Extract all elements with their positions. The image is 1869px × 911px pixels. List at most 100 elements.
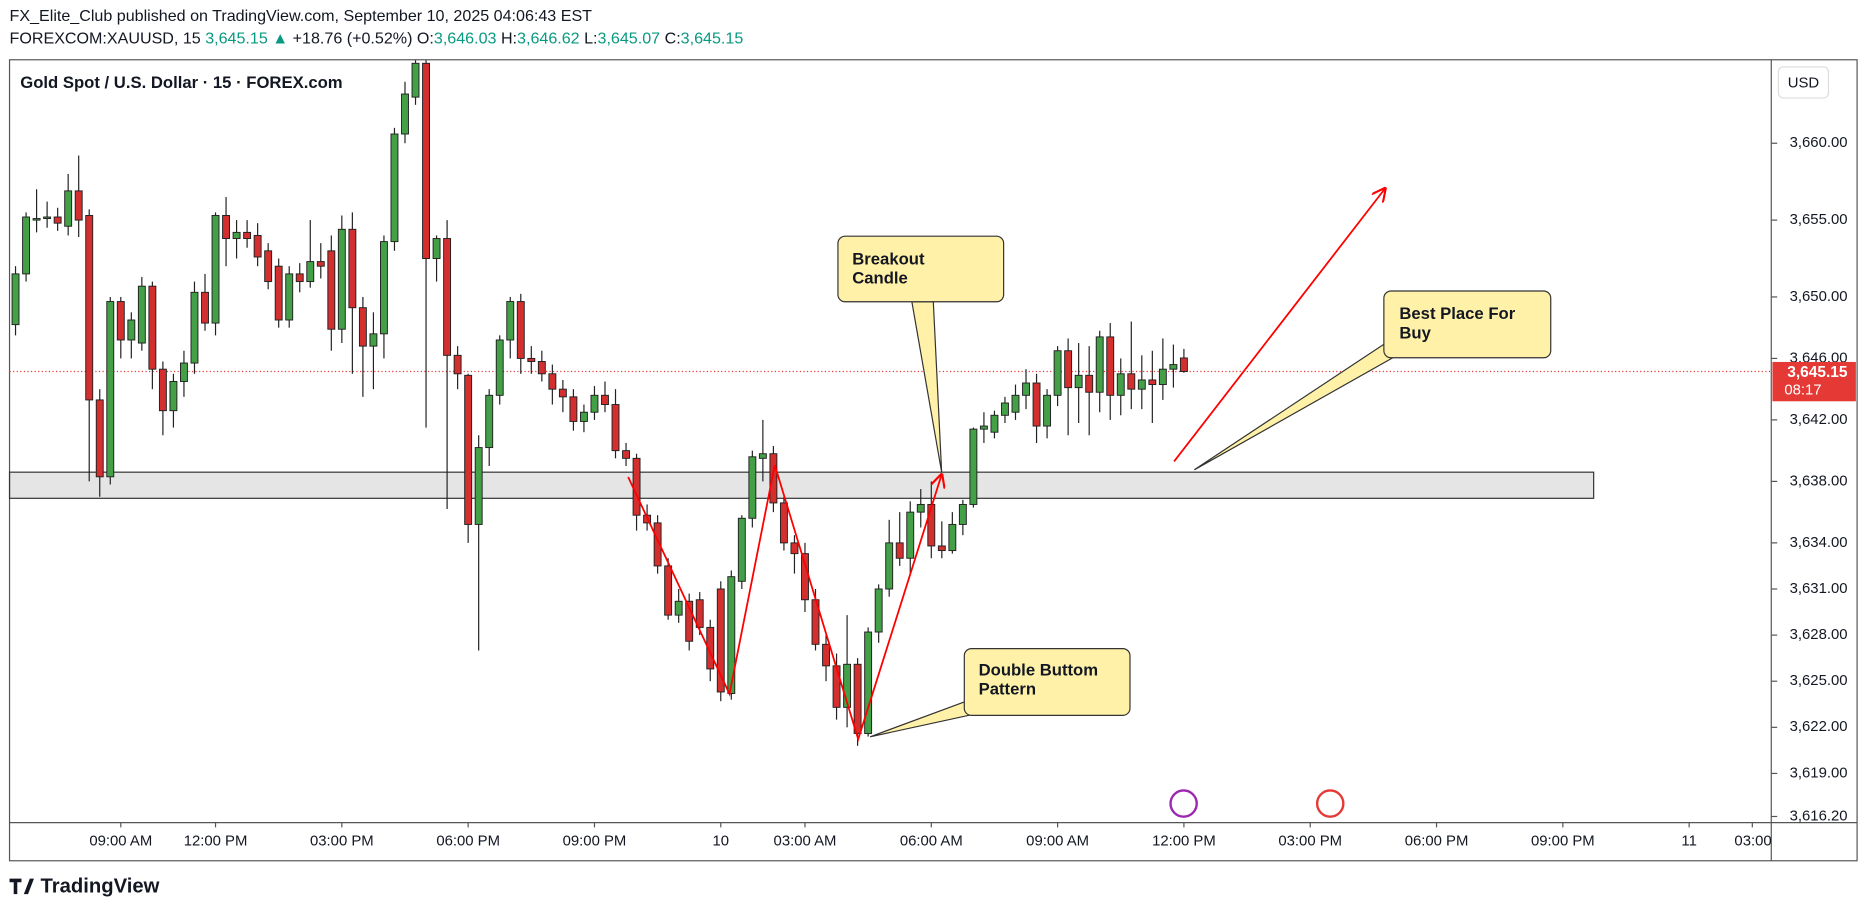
brand: TradingView [41, 875, 160, 897]
drawings: Breakout Candle Best Place For Buy Doubl… [627, 189, 1552, 818]
candle-body [316, 261, 325, 267]
candle-body [306, 261, 315, 283]
candle-body [727, 576, 736, 694]
candle-body [527, 357, 536, 362]
candle-body [895, 542, 904, 559]
plot: 3,660.003,655.003,650.003,646.003,642.00… [8, 60, 1848, 850]
candle-body [748, 456, 757, 519]
candle-body [1137, 379, 1146, 390]
candle-body [1043, 394, 1052, 427]
y-tick-label: 3,655.00 [1790, 212, 1848, 228]
candle-body [453, 354, 462, 375]
x-tick-label: 12:00 PM [184, 834, 248, 850]
event-icon[interactable] [1169, 789, 1198, 818]
candle-body [1148, 379, 1157, 386]
info: 3,646.62 [517, 30, 580, 48]
candle-body [737, 517, 746, 582]
candle-body [179, 362, 188, 382]
candle-body [443, 238, 452, 356]
candle-body [653, 522, 662, 567]
x-tick-label: 09:00 AM [89, 834, 152, 850]
price-tag [1772, 361, 1856, 402]
info: 3,646.03 [434, 30, 497, 48]
candle-body [790, 542, 799, 555]
candle-body [169, 381, 178, 412]
candle-body [569, 396, 578, 422]
candle-body [85, 214, 94, 401]
candle-body [664, 565, 673, 616]
candle-body [579, 411, 588, 422]
candle-body [801, 553, 809, 601]
y-tick-label: 3,616.20 [1790, 808, 1848, 824]
candle-body [137, 285, 146, 344]
candle-body [1116, 373, 1125, 396]
candle-body [558, 388, 567, 398]
candle-body [853, 663, 862, 734]
logo: TradingView [9, 875, 160, 897]
candle-body [969, 428, 978, 505]
x-tick-label: 06:00 AM [900, 834, 963, 850]
symbol-info: FOREXCOM:XAUUSD, 15 3,645.15 ▲ +18.76 (+… [10, 30, 744, 48]
x-tick-label: 03:00 AM [774, 834, 837, 850]
x-tick-label: 06:00 PM [1405, 834, 1469, 850]
candle-body [537, 361, 546, 375]
x-tick-label: 06:00 PM [436, 834, 500, 850]
candle-body [285, 273, 294, 321]
candle-body [432, 238, 441, 259]
candle-body [769, 453, 778, 504]
candle-body [495, 339, 504, 396]
candle-body [243, 231, 252, 240]
candle-body [832, 665, 841, 708]
candle-body [885, 542, 894, 590]
candle-body [843, 663, 852, 708]
callout [1383, 290, 1552, 359]
currency: USD [1788, 76, 1820, 92]
frame [8, 59, 1858, 862]
candle-body [474, 447, 483, 525]
annotation: Buy [1399, 323, 1431, 342]
candle-body [1095, 336, 1104, 393]
candle-body [327, 250, 336, 330]
candle-body [32, 218, 41, 221]
candle-body [1127, 373, 1136, 390]
candle-body [222, 214, 231, 240]
support-zone [8, 471, 1595, 499]
candle-body [401, 93, 409, 135]
y-tick-label: 3,622.00 [1790, 719, 1848, 735]
candle-body [979, 425, 988, 430]
y-tick-label: 3,642.00 [1790, 412, 1848, 428]
candle-body [622, 450, 630, 459]
event-icon[interactable] [1315, 789, 1345, 818]
candle-body [948, 523, 957, 552]
x-tick-label: 09:00 PM [563, 834, 627, 850]
candle-body [295, 273, 304, 283]
candle-body [1158, 368, 1167, 386]
candle-body [1001, 402, 1009, 416]
x-tick-label: 11 [1681, 834, 1696, 850]
candle-body [937, 545, 946, 552]
y-tick-label: 3,625.00 [1790, 673, 1848, 689]
candle-body [127, 319, 136, 341]
info: 3,645.15 [681, 30, 744, 48]
candle-body [74, 190, 83, 221]
candle-body [874, 588, 883, 633]
candle-body [927, 503, 936, 547]
y-tick-label: 3,628.00 [1790, 627, 1848, 643]
candle-body [201, 291, 209, 324]
logo-mark [9, 878, 34, 895]
info: O: [417, 30, 434, 48]
candle-body [958, 503, 967, 525]
x-tick-label: 03:00 PM [1278, 834, 1342, 850]
currency-box [1777, 66, 1830, 99]
candle-body [253, 234, 262, 258]
candle-body [264, 250, 273, 283]
y-tick-label: 3,660.00 [1790, 135, 1848, 151]
x-tick-label: 03:00 PM [310, 834, 374, 850]
candle-body [64, 190, 73, 227]
y-tick-label: 3,619.00 [1790, 765, 1848, 781]
candle-body [369, 333, 378, 347]
info: C: [665, 30, 681, 48]
info: FOREXCOM:XAUUSD, 15 [10, 30, 201, 48]
